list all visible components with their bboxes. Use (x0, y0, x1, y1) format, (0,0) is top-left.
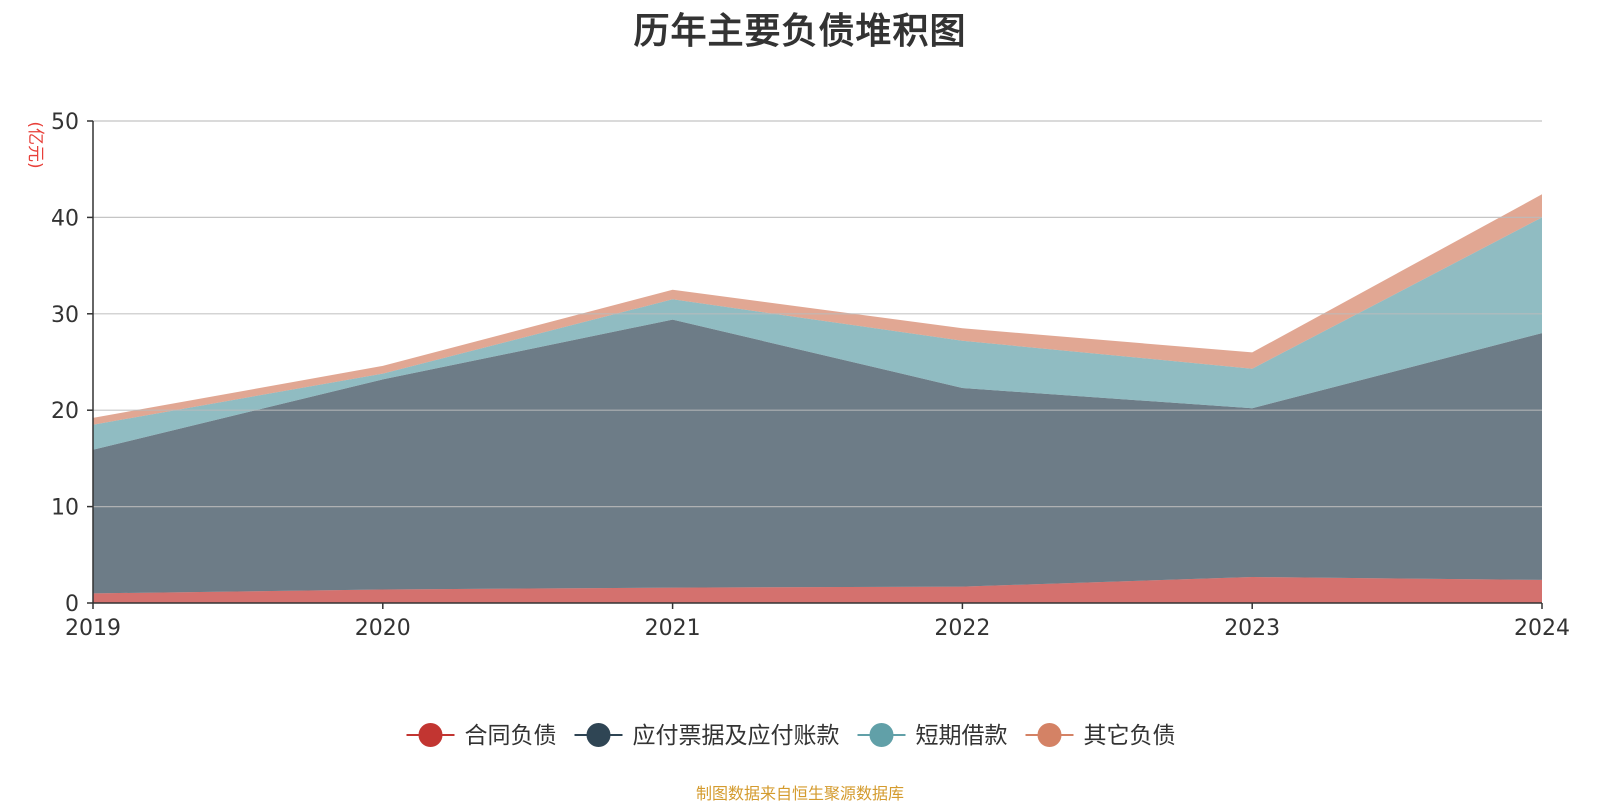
legend-marker-icon (869, 723, 894, 747)
x-tick-label: 2022 (934, 616, 990, 641)
y-tick-label: 30 (51, 303, 79, 328)
area-series-3 (93, 217, 1542, 450)
x-tick-label: 2020 (355, 616, 411, 641)
legend-label: 应付票据及应付账款 (633, 723, 840, 749)
x-tick-label: 2019 (65, 616, 121, 641)
legend-label: 其它负债 (1084, 723, 1176, 749)
area-series-4 (93, 194, 1542, 425)
y-tick-label: 20 (51, 399, 79, 424)
axes: 0 10 20 30 40 50 2019 2020 2021 2022 2023 2024 (51, 110, 1570, 641)
y-tick-label: 0 (65, 592, 79, 617)
legend-item-4[interactable]: 其它负债 (1025, 723, 1176, 749)
x-tick-label: 2024 (1514, 616, 1570, 641)
legend: 合同负债 应付票据及应付账款 短期借款 其它负债 (406, 723, 1176, 749)
area-series-2 (93, 319, 1542, 594)
area-series-1 (93, 577, 1542, 603)
x-tick-label: 2021 (645, 616, 701, 641)
y-tick-label: 50 (51, 110, 79, 135)
area-series (93, 194, 1542, 603)
legend-label: 合同负债 (465, 723, 557, 749)
x-tick-label: 2023 (1224, 616, 1280, 641)
legend-label: 短期借款 (916, 723, 1008, 749)
legend-item-2[interactable]: 应付票据及应付账款 (574, 723, 840, 749)
legend-item-3[interactable]: 短期借款 (857, 723, 1008, 749)
y-tick-label: 40 (51, 206, 79, 231)
legend-marker-icon (418, 723, 443, 747)
legend-item-1[interactable]: 合同负债 (406, 723, 557, 749)
data-source-note: 制图数据来自恒生聚源数据库 (695, 784, 904, 803)
chart-title: 历年主要负债堆积图 (633, 11, 967, 52)
legend-marker-icon (586, 723, 611, 747)
y-tick-label: 10 (51, 496, 79, 521)
grid-lines (93, 120, 1542, 508)
y-axis-unit-label: (亿元) (25, 121, 45, 168)
legend-marker-icon (1037, 723, 1062, 747)
